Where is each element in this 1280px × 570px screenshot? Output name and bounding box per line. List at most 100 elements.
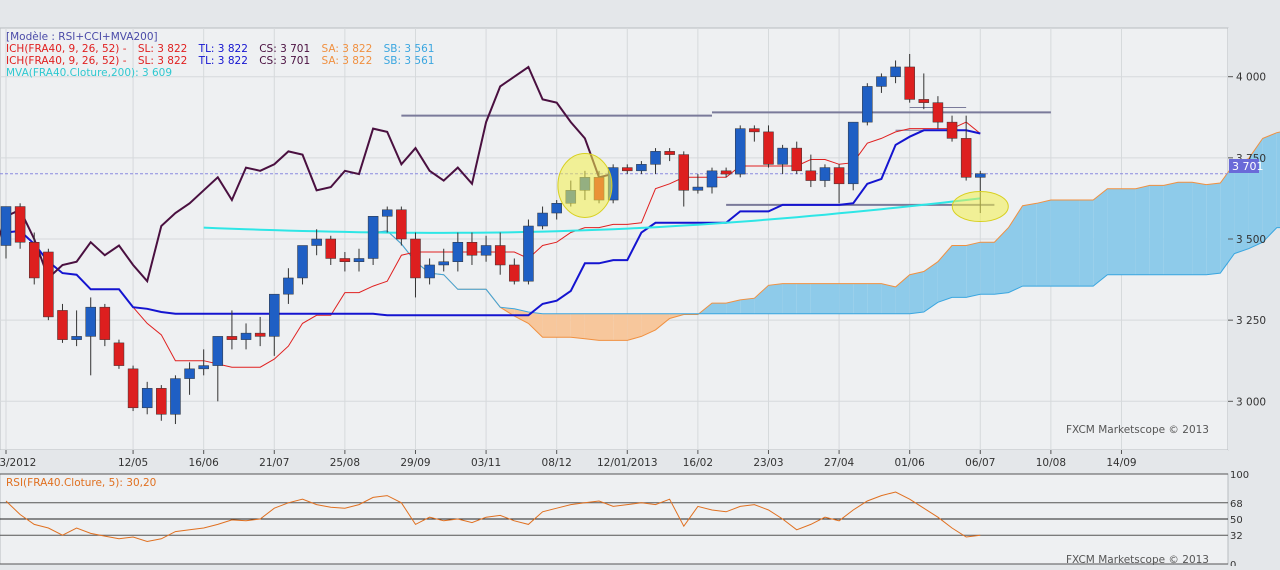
- candle-body: [226, 336, 238, 340]
- y-tick-label: 3 000: [1236, 396, 1266, 408]
- y-tick-label: 3 250: [1236, 315, 1266, 327]
- candle: [57, 303, 68, 343]
- ich-legend-1: ICH(FRA40, 9, 26, 52) - SL: 3 822 TL: 3 …: [6, 43, 434, 55]
- candle-body: [466, 241, 478, 256]
- candle-body: [791, 147, 802, 172]
- candle-body: [763, 131, 774, 165]
- rsi-line: [5, 491, 981, 543]
- candle-body: [876, 76, 887, 87]
- ich-name-2: ICH(FRA40, 9, 26, 52) -: [6, 55, 127, 67]
- mva-legend: MVA(FRA40.Cloture,200): 3 609: [6, 67, 172, 79]
- x-tick-label: 01/06: [895, 457, 926, 469]
- candle-body: [438, 261, 449, 266]
- candle-body: [57, 310, 68, 340]
- candle-body: [706, 170, 718, 188]
- candle: [254, 316, 266, 347]
- candle-body: [749, 128, 760, 133]
- cloud-segment: [570, 313, 585, 339]
- candle-body: [85, 306, 96, 337]
- candle-body: [636, 164, 647, 172]
- rsi-axis-label: 68: [1230, 499, 1243, 510]
- candle-body: [819, 167, 831, 181]
- candle: [932, 96, 944, 129]
- candle-body: [240, 332, 252, 340]
- price-badge-text: 3 701: [1232, 160, 1264, 173]
- candle: [452, 232, 464, 272]
- candle-body: [396, 209, 407, 240]
- cloud-segment: [1065, 200, 1080, 287]
- candle: [650, 148, 661, 175]
- candle-body: [960, 138, 972, 178]
- senkou-b-line: [373, 227, 1280, 315]
- rsi-chart: 100 68 32 0 50: [0, 470, 1249, 570]
- candle: [819, 164, 831, 188]
- candle-body: [664, 151, 675, 155]
- ich-sb-2: SB: 3 561: [384, 55, 435, 67]
- candle: [664, 148, 675, 162]
- cloud-segment: [1036, 200, 1051, 287]
- cloud-segment: [1050, 200, 1065, 287]
- candle: [170, 375, 181, 425]
- ich-legend-2: ICH(FRA40, 9, 26, 52) - SL: 3 822 TL: 3 …: [6, 55, 434, 67]
- candle-body: [537, 212, 548, 227]
- ich-tl-2: TL: 3 822: [198, 55, 248, 67]
- candle: [156, 385, 167, 421]
- cloud-segment: [810, 283, 825, 314]
- candle-body: [410, 238, 421, 279]
- candle-body: [862, 86, 873, 123]
- cloud-segment: [994, 227, 1009, 295]
- candle-body: [127, 368, 139, 409]
- candle-body: [720, 170, 732, 175]
- x-tick-label: 08/12: [542, 457, 572, 469]
- candle-body: [904, 66, 915, 100]
- candle-body: [833, 167, 845, 185]
- cloud-segment: [726, 299, 741, 314]
- price-badge: [1229, 159, 1259, 173]
- candle: [381, 206, 393, 233]
- cloud-segment: [1192, 182, 1207, 275]
- x-tick-label: 03/11: [471, 457, 501, 469]
- candle-body: [184, 368, 195, 379]
- candle-body: [353, 258, 365, 262]
- cloud-segment: [641, 313, 656, 337]
- candle: [636, 161, 647, 175]
- highlight-ellipse: [951, 191, 1009, 223]
- cloud-segment: [952, 245, 967, 298]
- candle: [523, 219, 534, 285]
- candle-body: [113, 342, 125, 366]
- cloud-segment: [528, 312, 543, 338]
- candle: [184, 362, 195, 395]
- candle-body: [932, 102, 944, 123]
- candle: [212, 336, 224, 402]
- candle: [396, 206, 407, 246]
- candle-body: [156, 388, 167, 415]
- ich-cs-2: CS: 3 701: [259, 55, 310, 67]
- x-tick-label: 10/08: [1036, 457, 1066, 469]
- candle-body: [269, 293, 280, 337]
- x-tick-label: 12/05: [118, 457, 148, 469]
- candle: [777, 144, 788, 175]
- mva200-line: [203, 197, 981, 234]
- candle: [890, 60, 901, 84]
- highlight-ellipse: [557, 152, 613, 218]
- candle-body: [678, 154, 690, 191]
- cloud-segment: [599, 313, 614, 341]
- candle: [904, 53, 915, 103]
- candle-body: [141, 388, 153, 409]
- candle: [678, 151, 690, 207]
- candle-body: [0, 206, 12, 246]
- candle: [918, 73, 930, 110]
- cloud-segment: [1093, 188, 1108, 287]
- candle: [791, 141, 802, 175]
- candle: [537, 206, 548, 230]
- candle: [862, 83, 873, 126]
- x-tick-label: 12/01/2013: [597, 457, 658, 469]
- candle: [946, 115, 958, 142]
- indicator-lines: [0, 65, 981, 368]
- candle: [480, 235, 492, 262]
- kijun-line: [5, 129, 981, 317]
- candle: [113, 339, 125, 369]
- tenkan-line: [5, 121, 981, 368]
